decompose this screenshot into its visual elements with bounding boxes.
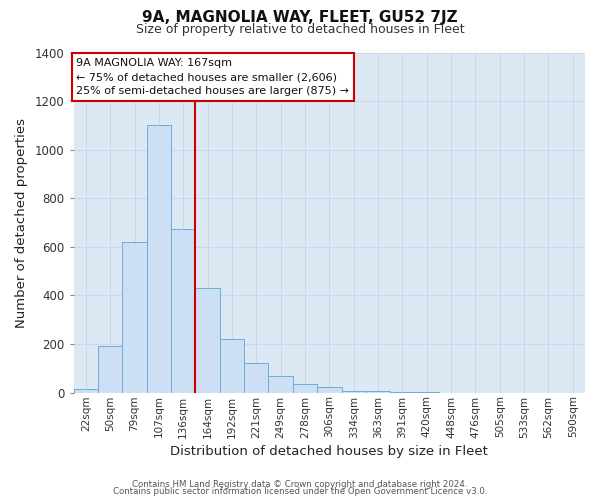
- Text: 9A MAGNOLIA WAY: 167sqm
← 75% of detached houses are smaller (2,606)
25% of semi: 9A MAGNOLIA WAY: 167sqm ← 75% of detache…: [76, 58, 349, 96]
- Bar: [147, 126, 171, 392]
- Bar: [74, 389, 98, 392]
- Bar: [317, 386, 341, 392]
- Bar: [171, 228, 196, 392]
- Bar: [341, 390, 366, 392]
- Text: Contains public sector information licensed under the Open Government Licence v3: Contains public sector information licen…: [113, 488, 487, 496]
- Bar: [196, 288, 220, 393]
- X-axis label: Distribution of detached houses by size in Fleet: Distribution of detached houses by size …: [170, 444, 488, 458]
- Bar: [122, 242, 147, 392]
- Y-axis label: Number of detached properties: Number of detached properties: [15, 118, 28, 328]
- Text: 9A, MAGNOLIA WAY, FLEET, GU52 7JZ: 9A, MAGNOLIA WAY, FLEET, GU52 7JZ: [142, 10, 458, 25]
- Bar: [293, 384, 317, 392]
- Text: Contains HM Land Registry data © Crown copyright and database right 2024.: Contains HM Land Registry data © Crown c…: [132, 480, 468, 489]
- Bar: [98, 346, 122, 393]
- Bar: [244, 364, 268, 392]
- Text: Size of property relative to detached houses in Fleet: Size of property relative to detached ho…: [136, 22, 464, 36]
- Bar: [220, 339, 244, 392]
- Bar: [268, 376, 293, 392]
